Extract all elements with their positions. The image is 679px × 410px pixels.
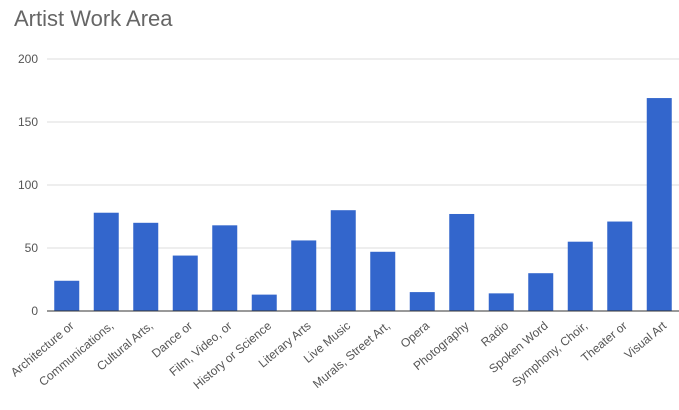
y-tick-label: 150 <box>18 115 38 129</box>
bar-5 <box>251 294 277 311</box>
bar-1 <box>93 212 119 311</box>
bar-8 <box>370 251 396 311</box>
x-category-label: Visual Art <box>622 318 670 362</box>
y-tick-label: 100 <box>18 178 38 192</box>
bar-11 <box>488 293 514 311</box>
y-axis-ticks: 0 50 100 150 200 <box>18 52 38 318</box>
bar-10 <box>449 213 475 311</box>
bar-9 <box>409 292 435 311</box>
y-tick-label: 0 <box>31 304 38 318</box>
bar-2 <box>133 222 159 311</box>
bars <box>54 98 672 311</box>
x-category-label: Radio <box>478 318 511 349</box>
y-tick-label: 50 <box>25 241 39 255</box>
x-category-label: Opera <box>398 318 433 350</box>
bar-13 <box>567 241 593 311</box>
chart-title: Artist Work Area <box>14 6 173 31</box>
bar-14 <box>607 221 633 311</box>
bar-12 <box>528 273 554 311</box>
bar-15 <box>646 98 672 311</box>
bar-7 <box>330 210 356 311</box>
bar-4 <box>212 225 238 311</box>
gridlines <box>47 58 679 249</box>
bar-6 <box>291 240 317 311</box>
bar-0 <box>54 280 80 311</box>
y-tick-label: 200 <box>18 52 38 66</box>
bar-3 <box>172 255 198 311</box>
